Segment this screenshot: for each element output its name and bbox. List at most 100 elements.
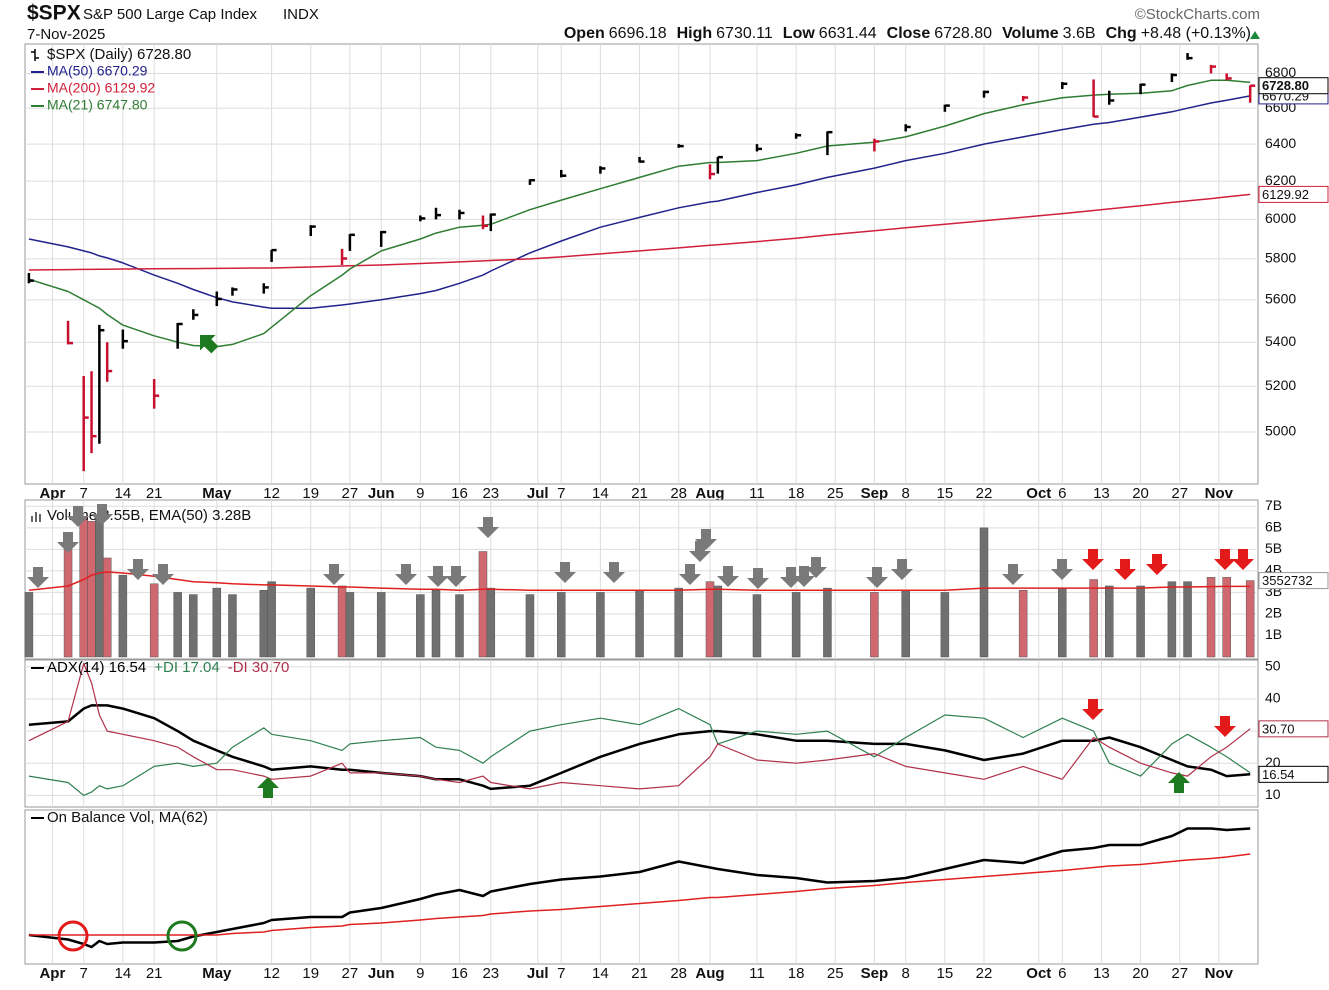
- volume-bar: [1206, 577, 1216, 658]
- x-tick-label: 16: [451, 485, 468, 502]
- signal-circle: [57, 920, 89, 952]
- quote-value: 6631.44: [818, 25, 877, 42]
- x-tick-label: Nov: [1205, 485, 1234, 502]
- volume-bar: [79, 516, 88, 658]
- x-tick-label: Nov: [1205, 965, 1234, 982]
- value-tag-label: 30.70: [1262, 721, 1295, 736]
- volume-bar: [979, 527, 989, 658]
- legend-icon: [31, 49, 39, 61]
- volume-bar: [259, 590, 269, 658]
- change-icon: [1250, 31, 1260, 39]
- legend-entry: MA(50) 6670.29: [47, 63, 148, 79]
- volume-bar: [791, 592, 801, 658]
- volume-bar: [337, 585, 347, 658]
- quote-label: High: [676, 25, 713, 42]
- value-tag-label: 3552732: [1262, 573, 1313, 588]
- y-tick-label: 6800: [1265, 64, 1296, 80]
- legend-entry: $SPX (Daily) 6728.80: [47, 46, 191, 63]
- x-tick-label: 8: [902, 965, 910, 982]
- x-tick-label: 25: [827, 965, 844, 982]
- x-tick-label: 7: [80, 485, 88, 502]
- quote-label: Close: [886, 25, 931, 42]
- x-tick-label: 14: [592, 965, 609, 982]
- quote-value: 6696.18: [608, 25, 667, 42]
- x-tick-label: 27: [342, 485, 359, 502]
- volume-bar: [416, 594, 425, 658]
- x-tick-label: Aug: [695, 965, 724, 982]
- volume-bar: [212, 587, 222, 658]
- x-tick-label: 21: [146, 965, 163, 982]
- x-tick-label: 12: [263, 965, 280, 982]
- y-tick-label: 6400: [1265, 135, 1296, 151]
- y-tick-label: 5000: [1265, 423, 1296, 439]
- x-tick-label: 15: [937, 965, 954, 982]
- volume-bar: [705, 581, 715, 658]
- volume-bar: [228, 594, 237, 658]
- y-tick-label: 7B: [1265, 497, 1282, 513]
- x-tick-label: Apr: [39, 965, 65, 982]
- volume-bar: [306, 587, 315, 658]
- volume-bar: [674, 587, 683, 658]
- volume-bar: [823, 587, 832, 658]
- volume-bar: [1058, 587, 1067, 658]
- y-tick-label: 2B: [1265, 605, 1282, 621]
- volume-bar: [901, 590, 910, 658]
- quote-bar: Open 6696.18 High 6730.11 Low 6631.44 Close 672…: [554, 25, 1251, 43]
- series-line: [28, 853, 1251, 936]
- volume-bar: [1167, 581, 1177, 658]
- legend-entry: -DI 30.70: [228, 659, 290, 676]
- x-tick-label: 7: [80, 965, 88, 982]
- x-tick-label: 9: [416, 485, 424, 502]
- volume-bar: [713, 585, 723, 658]
- x-tick-label: 16: [451, 965, 468, 982]
- panel-frame: [24, 659, 1259, 808]
- x-tick-label: 23: [482, 965, 499, 982]
- volume-bar: [1105, 585, 1114, 658]
- x-tick-label: Jul: [527, 965, 549, 982]
- x-tick-label: May: [202, 965, 232, 982]
- x-tick-label: 27: [342, 965, 359, 982]
- legend-entry: +DI 17.04: [154, 659, 219, 676]
- volume-bar: [940, 592, 950, 658]
- volume-bar: [149, 583, 159, 658]
- volume-bar: [376, 592, 386, 658]
- volume-bar: [455, 594, 464, 658]
- y-tick-label: 6200: [1265, 172, 1296, 188]
- x-tick-label: Aug: [695, 485, 724, 502]
- x-tick-label: 14: [115, 485, 132, 502]
- volume-bar: [870, 592, 879, 658]
- y-tick-label: 6000: [1265, 210, 1296, 226]
- value-tag: [1258, 77, 1329, 95]
- series-line: [28, 663, 1251, 790]
- legend-icon: [31, 512, 41, 522]
- y-tick-label: 1B: [1265, 626, 1282, 642]
- legend-entry: MA(21) 6747.80: [47, 97, 148, 113]
- index-name: S&P 500 Large Cap Index: [83, 6, 258, 23]
- x-tick-label: 8: [902, 485, 910, 502]
- value-tag-label: 16.54: [1262, 767, 1295, 782]
- x-tick-label: Jun: [368, 485, 395, 502]
- series-line: [28, 193, 1251, 271]
- volume-bar: [1089, 579, 1098, 658]
- quote-label: Open: [563, 25, 605, 42]
- quote-value: +8.48 (+0.13%): [1140, 25, 1251, 42]
- x-tick-label: 20: [1132, 965, 1149, 982]
- y-tick-label: 10: [1265, 786, 1281, 802]
- quote-label: Volume: [1002, 25, 1059, 42]
- volume-bar: [1245, 580, 1255, 658]
- x-tick-label: 6: [1058, 485, 1066, 502]
- volume-bar: [1136, 585, 1145, 658]
- volume-bar: [267, 581, 276, 658]
- x-tick-label: 19: [302, 965, 319, 982]
- x-tick-label: Jun: [368, 965, 395, 982]
- legend-entry: MA(200) 6129.92: [47, 80, 155, 96]
- series-line: [28, 571, 1251, 592]
- volume-bar: [635, 590, 644, 658]
- symbol: $SPX: [27, 2, 81, 25]
- volume-bar: [752, 594, 762, 658]
- x-tick-label: 25: [827, 485, 844, 502]
- x-tick-label: Sep: [861, 485, 889, 502]
- x-tick-label: 27: [1171, 965, 1188, 982]
- volume-bar: [24, 592, 34, 658]
- x-tick-label: 21: [631, 485, 648, 502]
